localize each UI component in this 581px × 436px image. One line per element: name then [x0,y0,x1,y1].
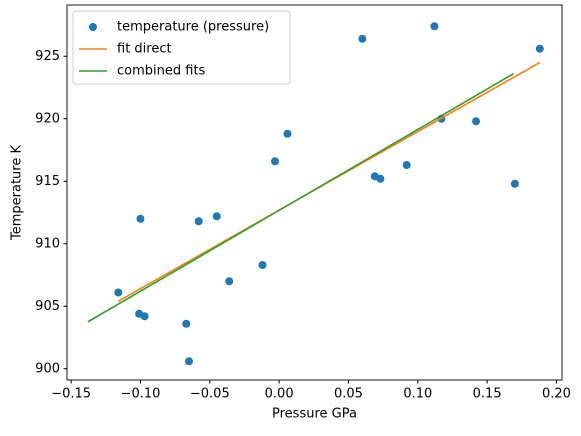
point [185,357,194,366]
point [402,161,411,169]
x-axis-label: Pressure GPa [272,407,357,422]
x-tick-label: 0.05 [334,387,363,402]
x-tick-label: −0.15 [51,387,91,402]
point [258,261,267,269]
legend-label: temperature (pressure) [117,20,269,35]
y-tick-label: 925 [35,49,60,64]
point [136,214,145,223]
x-tick-label: 0.15 [473,387,502,402]
plot-frame [66,4,563,381]
point [510,179,519,188]
x-tick-label: −0.05 [190,387,230,402]
y-tick-label: 900 [35,361,60,376]
point [225,277,234,286]
legend-label: combined fits [117,64,206,79]
x-tick-label: 0.10 [403,387,432,402]
x-tick-label: 0.20 [542,387,571,402]
line [87,73,514,323]
legend-box [72,10,291,85]
point [114,288,123,297]
y-tick-label: 905 [35,299,60,314]
point [194,217,203,226]
y-tick-label: 920 [35,111,60,126]
point [535,44,544,53]
point [212,212,221,221]
point [182,319,191,328]
x-tick-label: 0.00 [265,387,294,402]
legend-marker [89,23,97,31]
point [140,312,149,321]
y-tick-label: 910 [35,236,60,251]
legend-label: fit direct [117,42,172,57]
point [472,117,481,126]
point [430,22,439,31]
point [376,174,385,183]
x-tick-label: −0.10 [121,387,161,402]
y-tick-label: 915 [35,174,60,189]
point [358,34,367,43]
point [283,129,292,138]
y-axis-label: Temperature K [10,145,25,241]
point [270,157,279,166]
